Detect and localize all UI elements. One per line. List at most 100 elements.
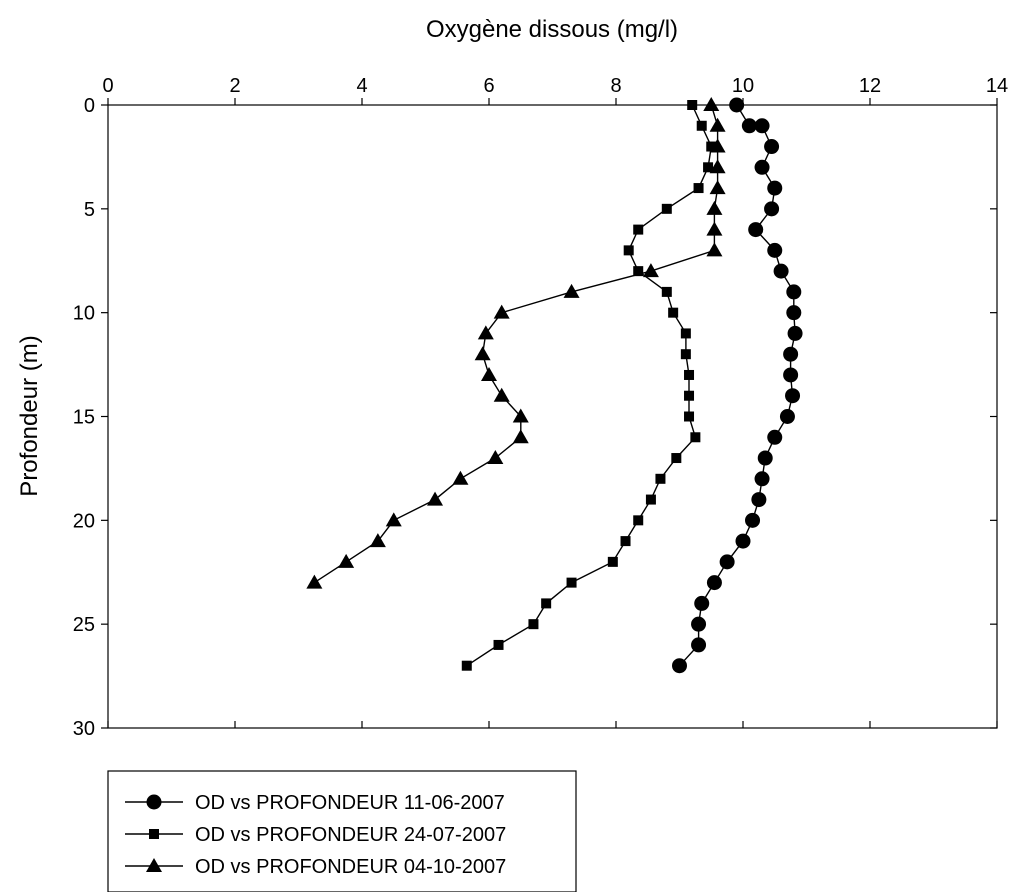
data-point xyxy=(706,242,723,257)
data-point xyxy=(767,180,783,196)
data-point xyxy=(748,222,764,238)
data-point xyxy=(306,574,323,589)
y-tick-label: 5 xyxy=(84,199,95,221)
data-point xyxy=(607,556,618,567)
y-tick-label: 10 xyxy=(73,303,95,325)
data-point xyxy=(690,432,701,443)
y-tick-label: 15 xyxy=(73,407,95,429)
data-point xyxy=(369,533,386,548)
data-point xyxy=(541,598,552,609)
plot-area xyxy=(107,104,998,729)
data-point xyxy=(427,491,444,506)
y-tick-label: 0 xyxy=(84,95,95,117)
data-point xyxy=(709,138,726,153)
data-point xyxy=(668,307,679,318)
data-point xyxy=(684,411,695,422)
data-point xyxy=(566,577,577,588)
x-axis: 0 2 4 6 8 10 12 14 xyxy=(102,75,1008,728)
data-point xyxy=(493,639,504,650)
data-point xyxy=(709,159,726,174)
data-point xyxy=(645,494,656,505)
data-point xyxy=(779,409,795,424)
data-point xyxy=(528,619,539,630)
data-point xyxy=(786,305,802,321)
data-point xyxy=(706,200,723,215)
data-point xyxy=(385,512,402,527)
data-point xyxy=(684,390,695,401)
legend-item: OD vs PROFONDEUR 24-07-2007 xyxy=(125,824,506,846)
x-tick-label: 2 xyxy=(229,75,240,97)
data-point xyxy=(754,159,770,175)
legend-box xyxy=(107,770,577,892)
legend-item: OD vs PROFONDEUR 04-10-2007 xyxy=(125,856,506,878)
data-point xyxy=(706,141,717,152)
series-1 xyxy=(672,97,803,674)
data-point xyxy=(633,266,644,277)
data-point xyxy=(623,245,634,256)
data-point xyxy=(633,515,644,526)
data-point xyxy=(706,221,723,236)
x-axis-title: Oxygène dissous (mg/l) xyxy=(426,16,678,43)
data-point xyxy=(706,575,722,591)
data-point xyxy=(745,512,761,528)
data-point xyxy=(633,224,644,235)
data-point xyxy=(655,473,666,484)
data-point xyxy=(696,120,707,131)
y-axis: 0 5 10 15 20 25 30 xyxy=(73,95,997,740)
data-point xyxy=(735,533,751,549)
legend-marker xyxy=(146,858,162,872)
data-point xyxy=(512,429,529,444)
data-point xyxy=(741,118,757,134)
series-3 xyxy=(306,97,726,589)
data-point xyxy=(684,369,695,380)
data-point xyxy=(493,304,510,319)
data-point xyxy=(764,139,780,155)
data-point xyxy=(671,453,682,464)
data-point xyxy=(661,286,672,297)
data-point xyxy=(767,242,783,258)
data-point xyxy=(338,553,355,568)
data-point xyxy=(694,595,710,611)
data-point xyxy=(680,349,691,360)
x-tick-label: 0 xyxy=(102,75,113,97)
data-point xyxy=(487,450,504,465)
data-point xyxy=(512,408,529,423)
data-point xyxy=(481,366,497,381)
data-point xyxy=(787,325,803,341)
data-point xyxy=(764,201,780,217)
x-tick-label: 6 xyxy=(483,75,494,97)
data-point xyxy=(563,283,580,298)
legend-label: OD vs PROFONDEUR 24-07-2007 xyxy=(195,824,506,846)
legend: OD vs PROFONDEUR 11-06-2007 OD vs PROFOND… xyxy=(107,770,577,892)
data-point xyxy=(729,97,745,113)
data-point xyxy=(786,284,802,300)
data-point xyxy=(767,429,783,445)
series-line xyxy=(314,104,719,584)
data-point xyxy=(461,660,472,671)
y-tick-label: 20 xyxy=(73,510,95,532)
y-tick-label: 25 xyxy=(73,614,95,636)
data-point xyxy=(783,346,799,362)
legend-marker xyxy=(146,794,162,810)
x-tick-label: 8 xyxy=(610,75,621,97)
data-point xyxy=(751,492,767,508)
data-point xyxy=(691,616,707,632)
data-point xyxy=(709,180,726,195)
data-point xyxy=(680,328,691,339)
data-point xyxy=(691,637,707,653)
data-point xyxy=(661,203,672,214)
x-tick-label: 12 xyxy=(859,75,881,97)
x-tick-label: 4 xyxy=(356,75,367,97)
data-point xyxy=(703,97,720,111)
data-point xyxy=(785,388,801,404)
data-point xyxy=(693,183,704,194)
data-point xyxy=(754,471,770,487)
y-tick-label: 30 xyxy=(73,718,95,740)
data-point xyxy=(783,367,799,383)
legend-label: OD vs PROFONDEUR 11-06-2007 xyxy=(195,792,505,814)
data-point xyxy=(773,263,789,279)
x-tick-label: 14 xyxy=(986,75,1008,97)
data-point xyxy=(757,450,773,466)
data-point xyxy=(719,554,735,570)
data-point xyxy=(493,387,510,402)
